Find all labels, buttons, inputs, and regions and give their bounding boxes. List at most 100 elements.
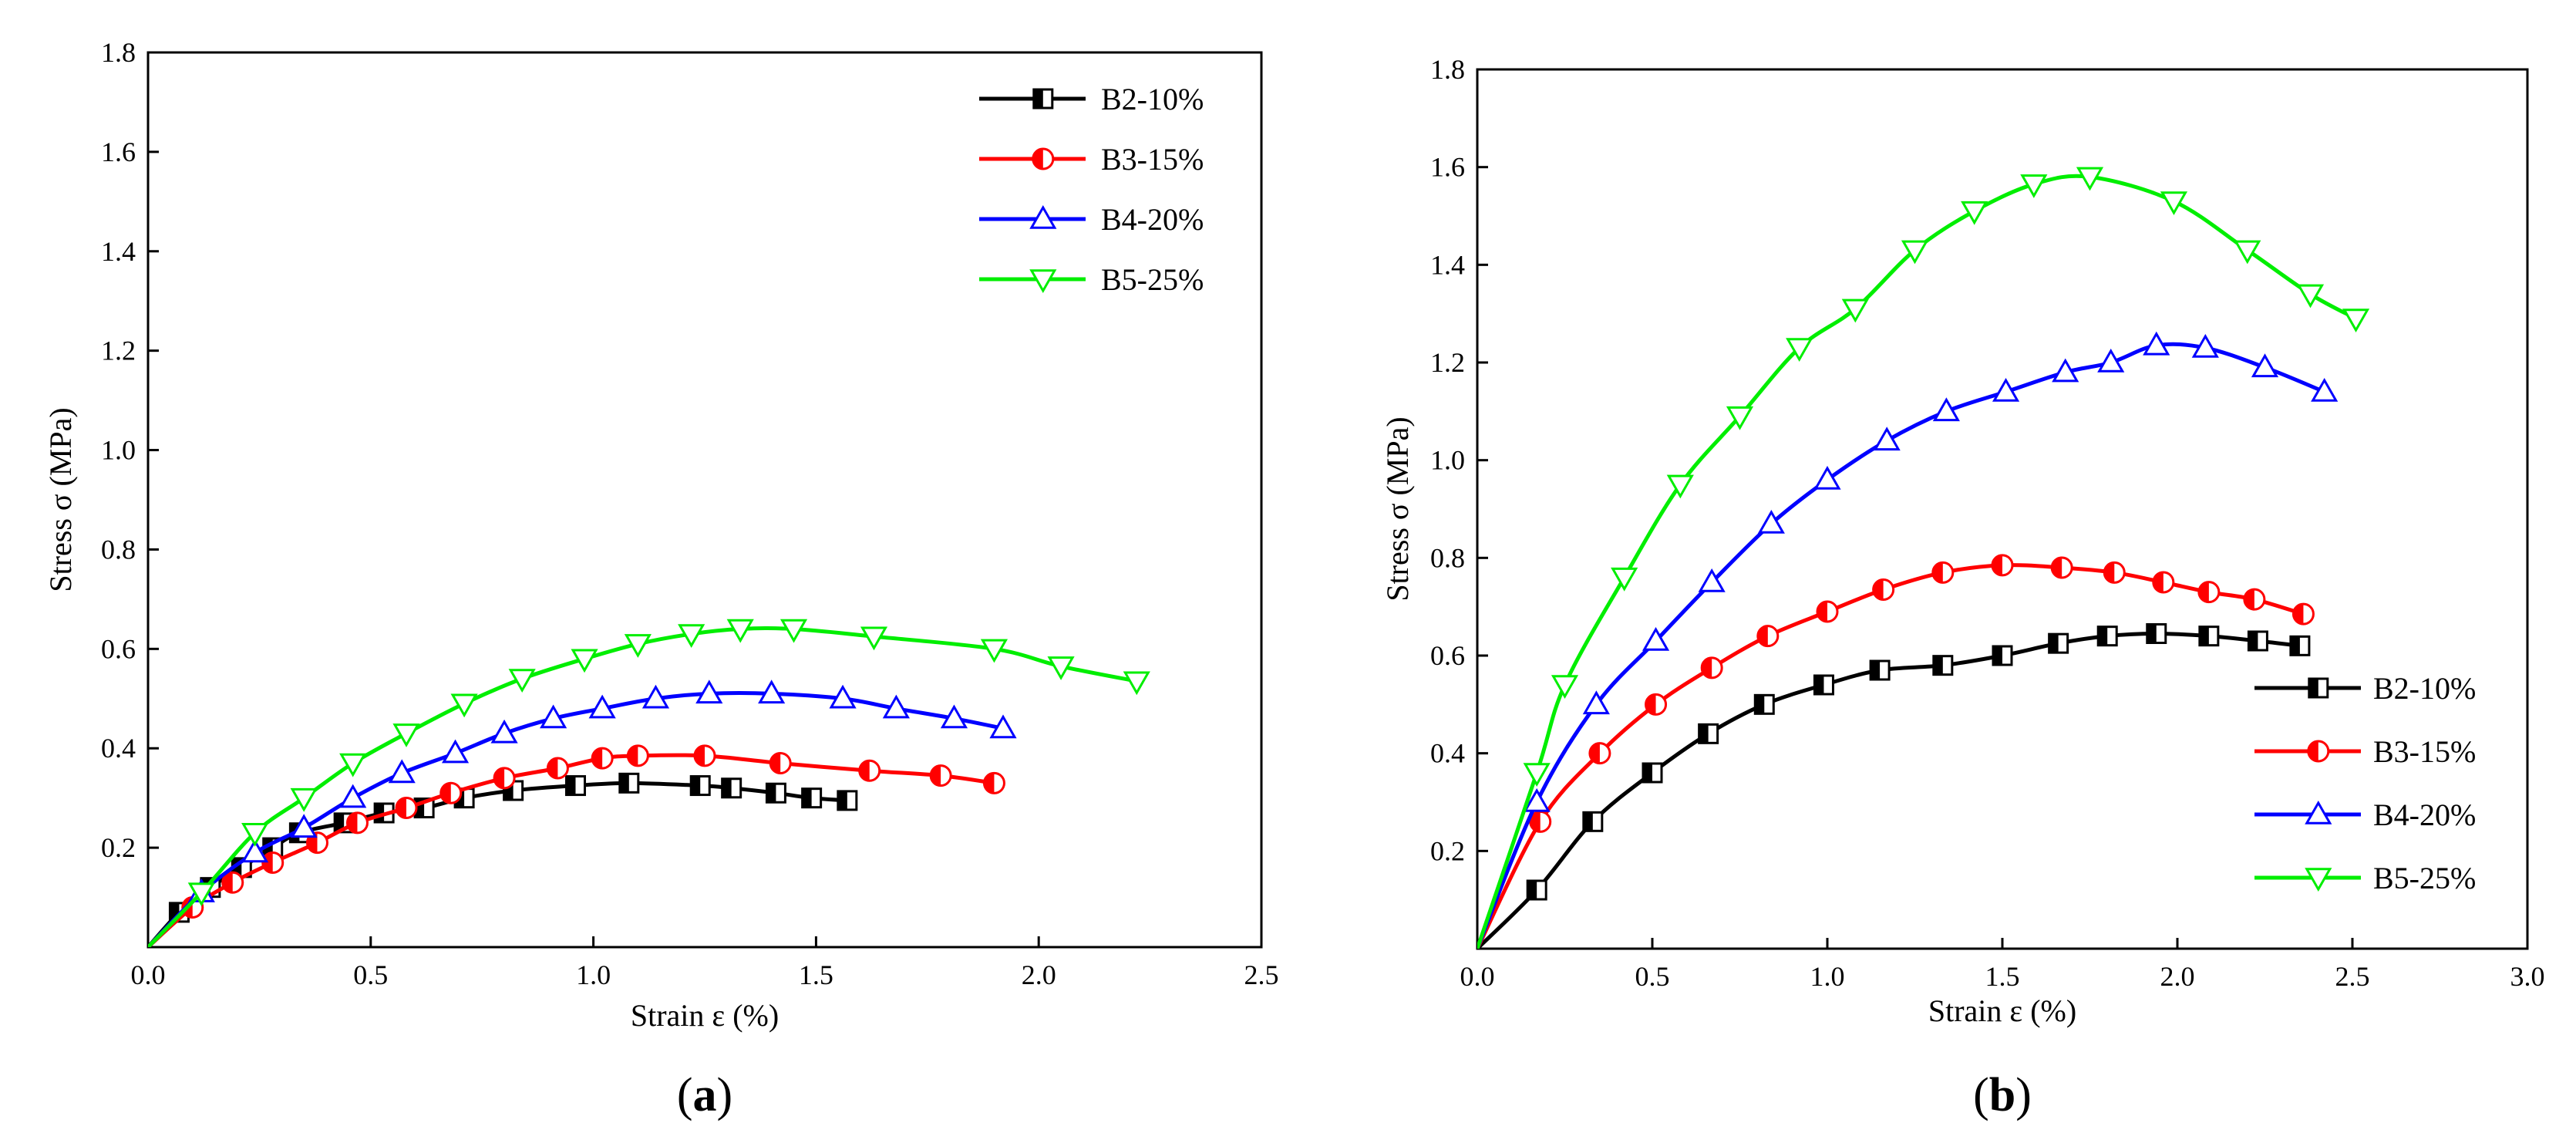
x-tick-label: 2.5 bbox=[1244, 959, 1279, 990]
data-point-B4-20% bbox=[829, 684, 857, 709]
x-tick-label: 0.5 bbox=[353, 959, 388, 990]
data-point-B4-20% bbox=[2311, 377, 2339, 402]
data-point-B5-25% bbox=[1551, 675, 1579, 700]
data-point-B4-20% bbox=[588, 694, 616, 719]
data-point-B4-20% bbox=[1642, 626, 1670, 651]
data-point-B5-25% bbox=[392, 723, 420, 747]
ticks-b: 0.0 0.5 1.0 1.5 2.0 2.5 3.0 0.2 0.4 0.6 0.8 1.0 1.2 1… bbox=[1430, 54, 2545, 992]
legend-b: B2-10% B3-15% B4-20% B5-25% bbox=[2254, 671, 2476, 895]
data-point-B2-10% bbox=[1582, 811, 1604, 832]
data-point-B3-15% bbox=[221, 871, 244, 894]
data-point-B5-25% bbox=[339, 753, 367, 777]
data-point-B3-15% bbox=[1645, 693, 1668, 716]
data-point-B2-10% bbox=[1698, 723, 1719, 744]
series-b bbox=[1477, 167, 2370, 949]
x-axis-title-a: Strain ε (%) bbox=[631, 998, 779, 1033]
data-point-B4-20% bbox=[1992, 377, 2020, 402]
data-point-B5-25% bbox=[1047, 656, 1075, 680]
data-point-B4-20% bbox=[1873, 427, 1901, 451]
data-point-B3-15% bbox=[493, 767, 516, 790]
x-tick-label: 1.0 bbox=[576, 959, 611, 990]
legend-label: B5-25% bbox=[2373, 861, 2476, 895]
data-point-B3-15% bbox=[345, 811, 369, 835]
y-tick-label: 0.6 bbox=[1430, 640, 1465, 671]
data-point-B3-15% bbox=[1872, 578, 1895, 601]
panel-b: 0.0 0.5 1.0 1.5 2.0 2.5 3.0 0.2 0.4 0.6 0.8 1.0 1.2 1… bbox=[1380, 54, 2545, 1121]
data-point-B5-25% bbox=[2342, 309, 2370, 333]
legend-marker bbox=[1032, 88, 1054, 110]
data-point-B3-15% bbox=[1756, 625, 1780, 648]
series-line-B4-20% bbox=[1477, 342, 2325, 949]
data-point-B4-20% bbox=[339, 784, 367, 808]
legend-label: B3-15% bbox=[1101, 142, 1204, 177]
data-point-B4-20% bbox=[758, 679, 786, 704]
x-tick-label: 2.0 bbox=[1022, 959, 1056, 990]
legend-marker bbox=[2305, 868, 2332, 892]
series-line-B4-20% bbox=[148, 691, 1004, 947]
y-tick-label: 1.0 bbox=[101, 435, 136, 466]
legend-item-B2-10%: B2-10% bbox=[979, 82, 1204, 116]
data-point-B3-15% bbox=[439, 781, 463, 804]
legend-marker bbox=[1029, 204, 1057, 229]
plot-frame-b bbox=[1476, 68, 2529, 950]
data-point-B2-10% bbox=[1992, 645, 2013, 666]
y-tick-label: 0.4 bbox=[101, 733, 136, 764]
legend-marker bbox=[1032, 147, 1055, 170]
data-point-B4-20% bbox=[1523, 787, 1551, 812]
data-point-B2-10% bbox=[1642, 762, 1663, 784]
y-tick-label: 0.6 bbox=[101, 633, 136, 664]
legend-marker bbox=[1029, 269, 1057, 294]
data-point-B4-20% bbox=[490, 719, 518, 744]
data-point-B2-10% bbox=[2048, 632, 2069, 654]
legend-item-B2-10%: B2-10% bbox=[2254, 671, 2476, 706]
data-point-B2-10% bbox=[1526, 879, 1547, 901]
series-a bbox=[148, 619, 1150, 947]
data-point-B2-10% bbox=[689, 775, 711, 797]
x-tick-label: 1.5 bbox=[1985, 961, 2020, 992]
data-point-B3-15% bbox=[929, 764, 952, 787]
data-point-B4-20% bbox=[2097, 348, 2125, 373]
data-point-B3-15% bbox=[693, 744, 716, 767]
data-point-B4-20% bbox=[388, 759, 416, 784]
y-tick-label: 1.2 bbox=[1430, 347, 1465, 378]
data-point-B3-15% bbox=[1588, 742, 1611, 765]
data-point-B3-15% bbox=[626, 744, 649, 767]
x-tick-label: 3.0 bbox=[2510, 961, 2545, 992]
data-point-B3-15% bbox=[2197, 581, 2221, 604]
data-point-B5-25% bbox=[187, 882, 215, 907]
data-point-B5-25% bbox=[2020, 174, 2048, 198]
y-axis-title-a: Stress σ (MPa) bbox=[43, 407, 78, 592]
data-point-B3-15% bbox=[305, 831, 328, 855]
data-point-B4-20% bbox=[1698, 568, 1726, 592]
data-point-B4-20% bbox=[695, 679, 723, 704]
data-point-B5-25% bbox=[1666, 474, 1694, 499]
series-line-B2-10% bbox=[1477, 631, 2301, 949]
data-point-B2-10% bbox=[837, 790, 858, 811]
legend-label: B4-20% bbox=[1101, 202, 1204, 237]
data-point-B2-10% bbox=[1869, 659, 1891, 681]
data-point-B5-25% bbox=[780, 619, 808, 643]
legend-item-B4-20%: B4-20% bbox=[2254, 797, 2476, 832]
data-point-B3-15% bbox=[2103, 561, 2126, 584]
y-tick-label: 0.8 bbox=[101, 534, 136, 565]
data-point-B4-20% bbox=[989, 714, 1017, 739]
data-point-B2-10% bbox=[2289, 635, 2311, 656]
panel-a: 0.0 0.5 1.0 1.5 2.0 2.5 0.2 0.4 0.6 0.8 1.0 1.2 1.4 1… bbox=[43, 37, 1279, 1121]
y-tick-label: 0.2 bbox=[101, 832, 136, 863]
data-point-B4-20% bbox=[1582, 690, 1610, 715]
legend-marker bbox=[2305, 800, 2332, 824]
legend-label: B3-15% bbox=[2373, 734, 2476, 769]
data-point-B3-15% bbox=[2050, 556, 2073, 579]
data-point-B4-20% bbox=[641, 684, 670, 709]
data-point-B5-25% bbox=[1726, 406, 1754, 430]
data-point-B2-10% bbox=[2247, 630, 2268, 652]
data-point-B3-15% bbox=[261, 851, 285, 874]
data-point-B3-15% bbox=[1816, 600, 1839, 623]
legend-a: B2-10% B3-15% B4-20% B5-25% bbox=[979, 82, 1204, 297]
y-tick-label: 1.6 bbox=[1430, 152, 1465, 183]
data-point-B5-25% bbox=[241, 823, 269, 847]
legend-label: B2-10% bbox=[2373, 671, 2476, 706]
data-point-B3-15% bbox=[2243, 588, 2266, 611]
series-line-B5-25% bbox=[1477, 174, 2357, 949]
